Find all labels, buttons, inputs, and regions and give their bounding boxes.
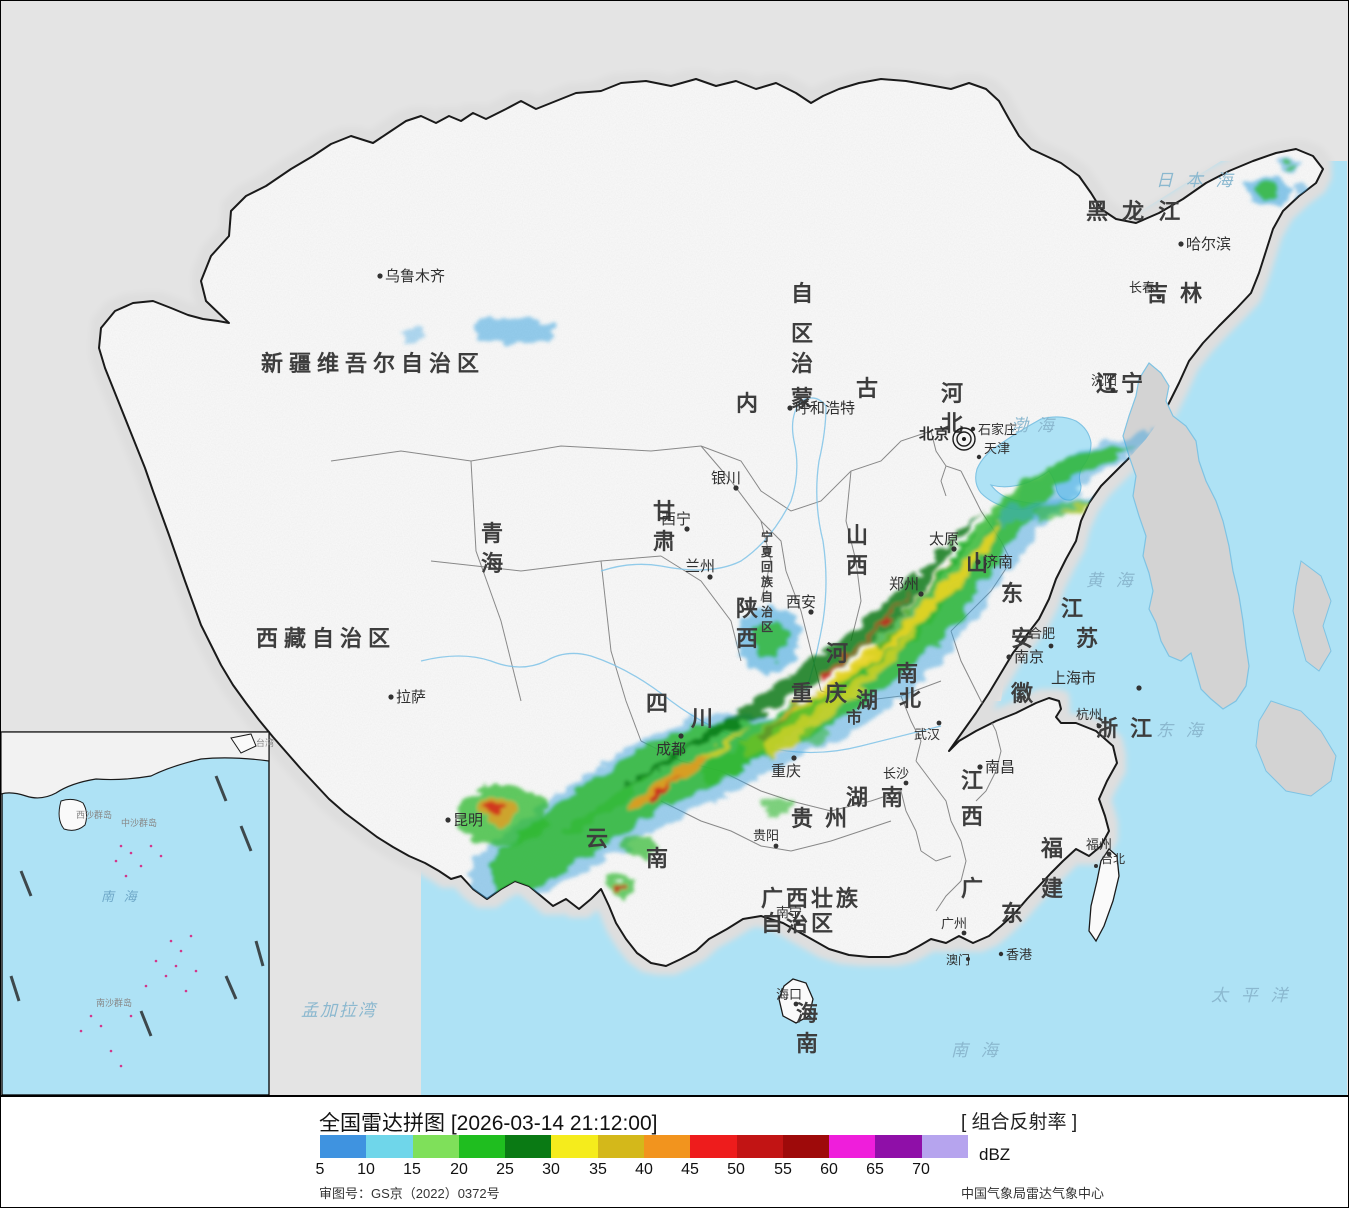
svg-text:云: 云	[586, 826, 611, 851]
svg-text:拉萨: 拉萨	[396, 689, 426, 706]
svg-text:孟加拉湾: 孟加拉湾	[301, 1001, 378, 1020]
svg-text:沈阳: 沈阳	[1091, 373, 1117, 388]
svg-text:四: 四	[646, 691, 671, 716]
svg-text:西沙群岛: 西沙群岛	[76, 809, 112, 820]
svg-text:南 海: 南 海	[951, 1041, 1002, 1060]
svg-text:乌鲁木齐: 乌鲁木齐	[385, 268, 445, 285]
svg-text:浙 江: 浙 江	[1096, 716, 1155, 741]
svg-text:苏: 苏	[1076, 626, 1101, 651]
svg-text:福州: 福州	[1086, 837, 1112, 852]
svg-text:重 庆: 重 庆	[791, 681, 850, 706]
svg-text:海口: 海口	[776, 987, 802, 1002]
svg-text:黑 龙 江: 黑 龙 江	[1086, 199, 1184, 224]
svg-text:内: 内	[736, 391, 762, 416]
svg-text:西: 西	[961, 804, 986, 829]
svg-text:杭州: 杭州	[1076, 707, 1102, 722]
svg-text:渤 海: 渤 海	[1011, 416, 1057, 435]
svg-text:自: 自	[761, 589, 774, 604]
svg-text:陕: 陕	[736, 596, 762, 621]
svg-text:黄 海: 黄 海	[1086, 571, 1137, 590]
svg-text:西: 西	[846, 553, 872, 578]
svg-text:治: 治	[791, 351, 817, 376]
svg-text:肃: 肃	[653, 529, 679, 554]
svg-text:呼和浩特: 呼和浩特	[795, 400, 855, 417]
svg-text:西安: 西安	[786, 594, 816, 611]
svg-text:区: 区	[791, 321, 817, 346]
svg-text:治: 治	[761, 604, 774, 619]
svg-text:郑州: 郑州	[889, 576, 919, 593]
svg-text:东 海: 东 海	[1156, 721, 1207, 740]
svg-text:西宁: 西宁	[661, 511, 691, 528]
svg-text:南京: 南京	[1014, 649, 1044, 666]
svg-text:古: 古	[856, 376, 882, 401]
svg-text:天津: 天津	[984, 441, 1010, 456]
svg-text:湖: 湖	[856, 688, 881, 713]
svg-text:广: 广	[961, 876, 986, 901]
svg-text:南: 南	[881, 785, 906, 810]
svg-text:台湾: 台湾	[256, 737, 274, 748]
svg-text:族: 族	[761, 574, 774, 589]
svg-text:日 本 海: 日 本 海	[1156, 171, 1236, 190]
svg-text:东: 东	[1001, 581, 1026, 606]
svg-text:宁: 宁	[1121, 371, 1146, 396]
svg-text:广州: 广州	[941, 916, 967, 931]
svg-text:东: 东	[1001, 901, 1026, 926]
svg-text:北: 北	[899, 686, 924, 711]
svg-text:南 海: 南 海	[101, 889, 140, 904]
svg-text:南: 南	[646, 846, 671, 871]
svg-text:夏: 夏	[761, 545, 774, 559]
svg-text:海: 海	[481, 551, 507, 576]
svg-text:中沙群岛: 中沙群岛	[121, 817, 157, 828]
svg-text:山: 山	[846, 523, 872, 548]
svg-text:贵阳: 贵阳	[753, 828, 779, 843]
svg-text:上海市: 上海市	[1051, 670, 1096, 687]
svg-text:哈尔滨: 哈尔滨	[1186, 236, 1231, 253]
svg-text:澳门: 澳门	[946, 952, 970, 967]
svg-text:西: 西	[736, 626, 762, 651]
svg-text:长沙: 长沙	[883, 766, 909, 781]
svg-text:香港: 香港	[1006, 947, 1032, 962]
svg-text:南昌: 南昌	[985, 759, 1015, 776]
svg-text:宁: 宁	[761, 529, 774, 544]
svg-text:南: 南	[796, 1031, 821, 1056]
svg-text:台北: 台北	[1101, 851, 1125, 866]
svg-text:江: 江	[1061, 596, 1086, 621]
svg-text:河: 河	[826, 641, 851, 666]
svg-text:昆明: 昆明	[453, 812, 483, 829]
svg-text:济南: 济南	[983, 554, 1013, 571]
svg-text:长春: 长春	[1129, 280, 1155, 295]
svg-text:区: 区	[761, 620, 774, 634]
svg-text:川: 川	[690, 706, 716, 731]
svg-text:太 平 洋: 太 平 洋	[1211, 986, 1291, 1005]
svg-text:合肥: 合肥	[1029, 626, 1055, 641]
svg-text:河: 河	[941, 381, 967, 406]
svg-text:海: 海	[796, 1001, 821, 1026]
svg-text:兰州: 兰州	[685, 558, 715, 575]
svg-text:贵 州: 贵 州	[791, 806, 850, 831]
svg-text:青: 青	[481, 521, 507, 546]
svg-text:太原: 太原	[929, 531, 959, 548]
svg-text:建: 建	[1041, 876, 1066, 901]
svg-text:福: 福	[1040, 836, 1066, 861]
svg-text:北京: 北京	[919, 425, 949, 443]
svg-text:重庆: 重庆	[771, 763, 801, 780]
svg-text:武汉: 武汉	[914, 727, 940, 742]
svg-text:成都: 成都	[656, 741, 686, 758]
svg-text:西藏自治区: 西藏自治区	[256, 626, 396, 651]
svg-text:银川: 银川	[711, 470, 741, 487]
svg-text:南沙群岛: 南沙群岛	[96, 997, 132, 1008]
svg-text:新疆维吾尔自治区: 新疆维吾尔自治区	[261, 351, 485, 376]
svg-text:回: 回	[761, 560, 774, 574]
svg-text:南宁: 南宁	[776, 905, 802, 920]
svg-text:江: 江	[961, 768, 986, 793]
svg-text:自: 自	[791, 281, 817, 306]
svg-text:徽: 徽	[1010, 681, 1036, 706]
svg-text:南: 南	[896, 661, 921, 686]
